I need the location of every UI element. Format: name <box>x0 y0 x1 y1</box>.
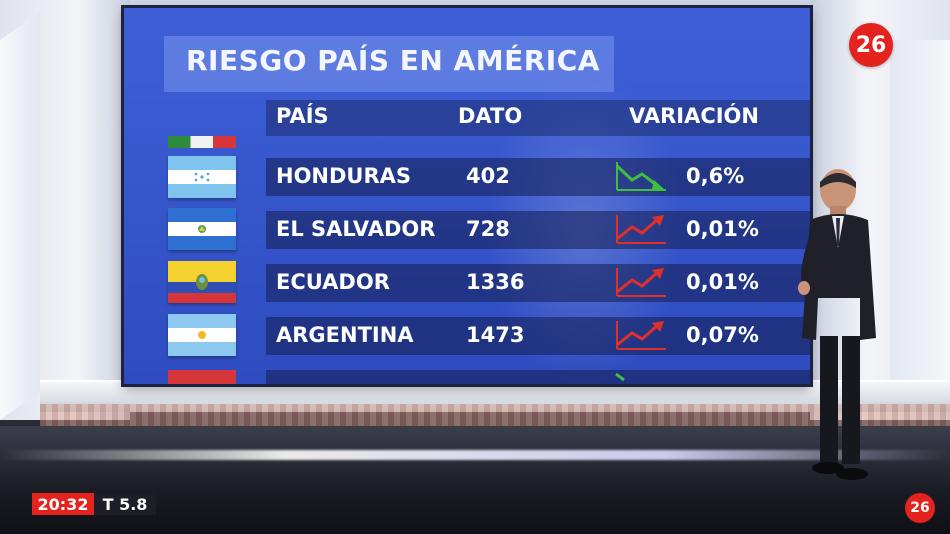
row-change: 0,01% <box>686 217 759 241</box>
header-country: PAÍS <box>276 104 329 128</box>
table-row <box>266 264 810 302</box>
row-change: 0,01% <box>686 270 759 294</box>
channel-logo: 26 <box>849 23 893 67</box>
row-value: 402 <box>466 164 510 188</box>
light-strip-right <box>890 40 950 400</box>
flag-partial-top <box>168 136 236 148</box>
row-change: 0,07% <box>686 323 759 347</box>
table-row <box>266 158 810 196</box>
flag-el-salvador-icon <box>168 208 236 250</box>
title-band <box>164 36 614 92</box>
row-country: HONDURAS <box>276 164 412 188</box>
trend-up-icon <box>616 215 666 244</box>
table-row <box>266 211 810 249</box>
light-strip-left <box>0 11 40 420</box>
temperature-readout: T 5.8 <box>94 493 156 515</box>
flag-ecuador-icon <box>168 261 236 303</box>
row-value: 1473 <box>466 323 525 347</box>
board-title: RIESGO PAÍS EN AMÉRICA <box>186 44 600 77</box>
floor-light-line <box>0 450 950 460</box>
row-value: 728 <box>466 217 510 241</box>
stage-stripe <box>40 404 950 426</box>
row-country: EL SALVADOR <box>276 217 436 241</box>
header-value: DATO <box>458 104 523 128</box>
row-country: ECUADOR <box>276 270 390 294</box>
table-row <box>266 317 810 355</box>
table-row-partial <box>266 370 810 384</box>
video-wall-screen: RIESGO PAÍS EN AMÉRICA PAÍS DATO VARIACI… <box>124 8 810 384</box>
header-change: VARIACIÓN <box>629 104 759 128</box>
row-value: 1336 <box>466 270 525 294</box>
row-change: 0,6% <box>686 164 745 188</box>
table-header <box>266 100 810 136</box>
trend-down-icon <box>615 162 666 191</box>
flag-argentina-icon <box>168 314 236 356</box>
flag-partial-bottom <box>168 370 236 384</box>
trend-up-icon <box>616 321 666 350</box>
trend-up-icon <box>616 268 666 297</box>
clock-readout: 20:32 <box>32 493 94 515</box>
flag-honduras-icon <box>168 156 236 198</box>
trend-partial-icon <box>615 372 625 382</box>
presenter-figure <box>798 169 876 480</box>
stage-floor <box>0 426 950 534</box>
channel-logo-watermark: 26 <box>905 493 935 523</box>
row-country: ARGENTINA <box>276 323 414 347</box>
